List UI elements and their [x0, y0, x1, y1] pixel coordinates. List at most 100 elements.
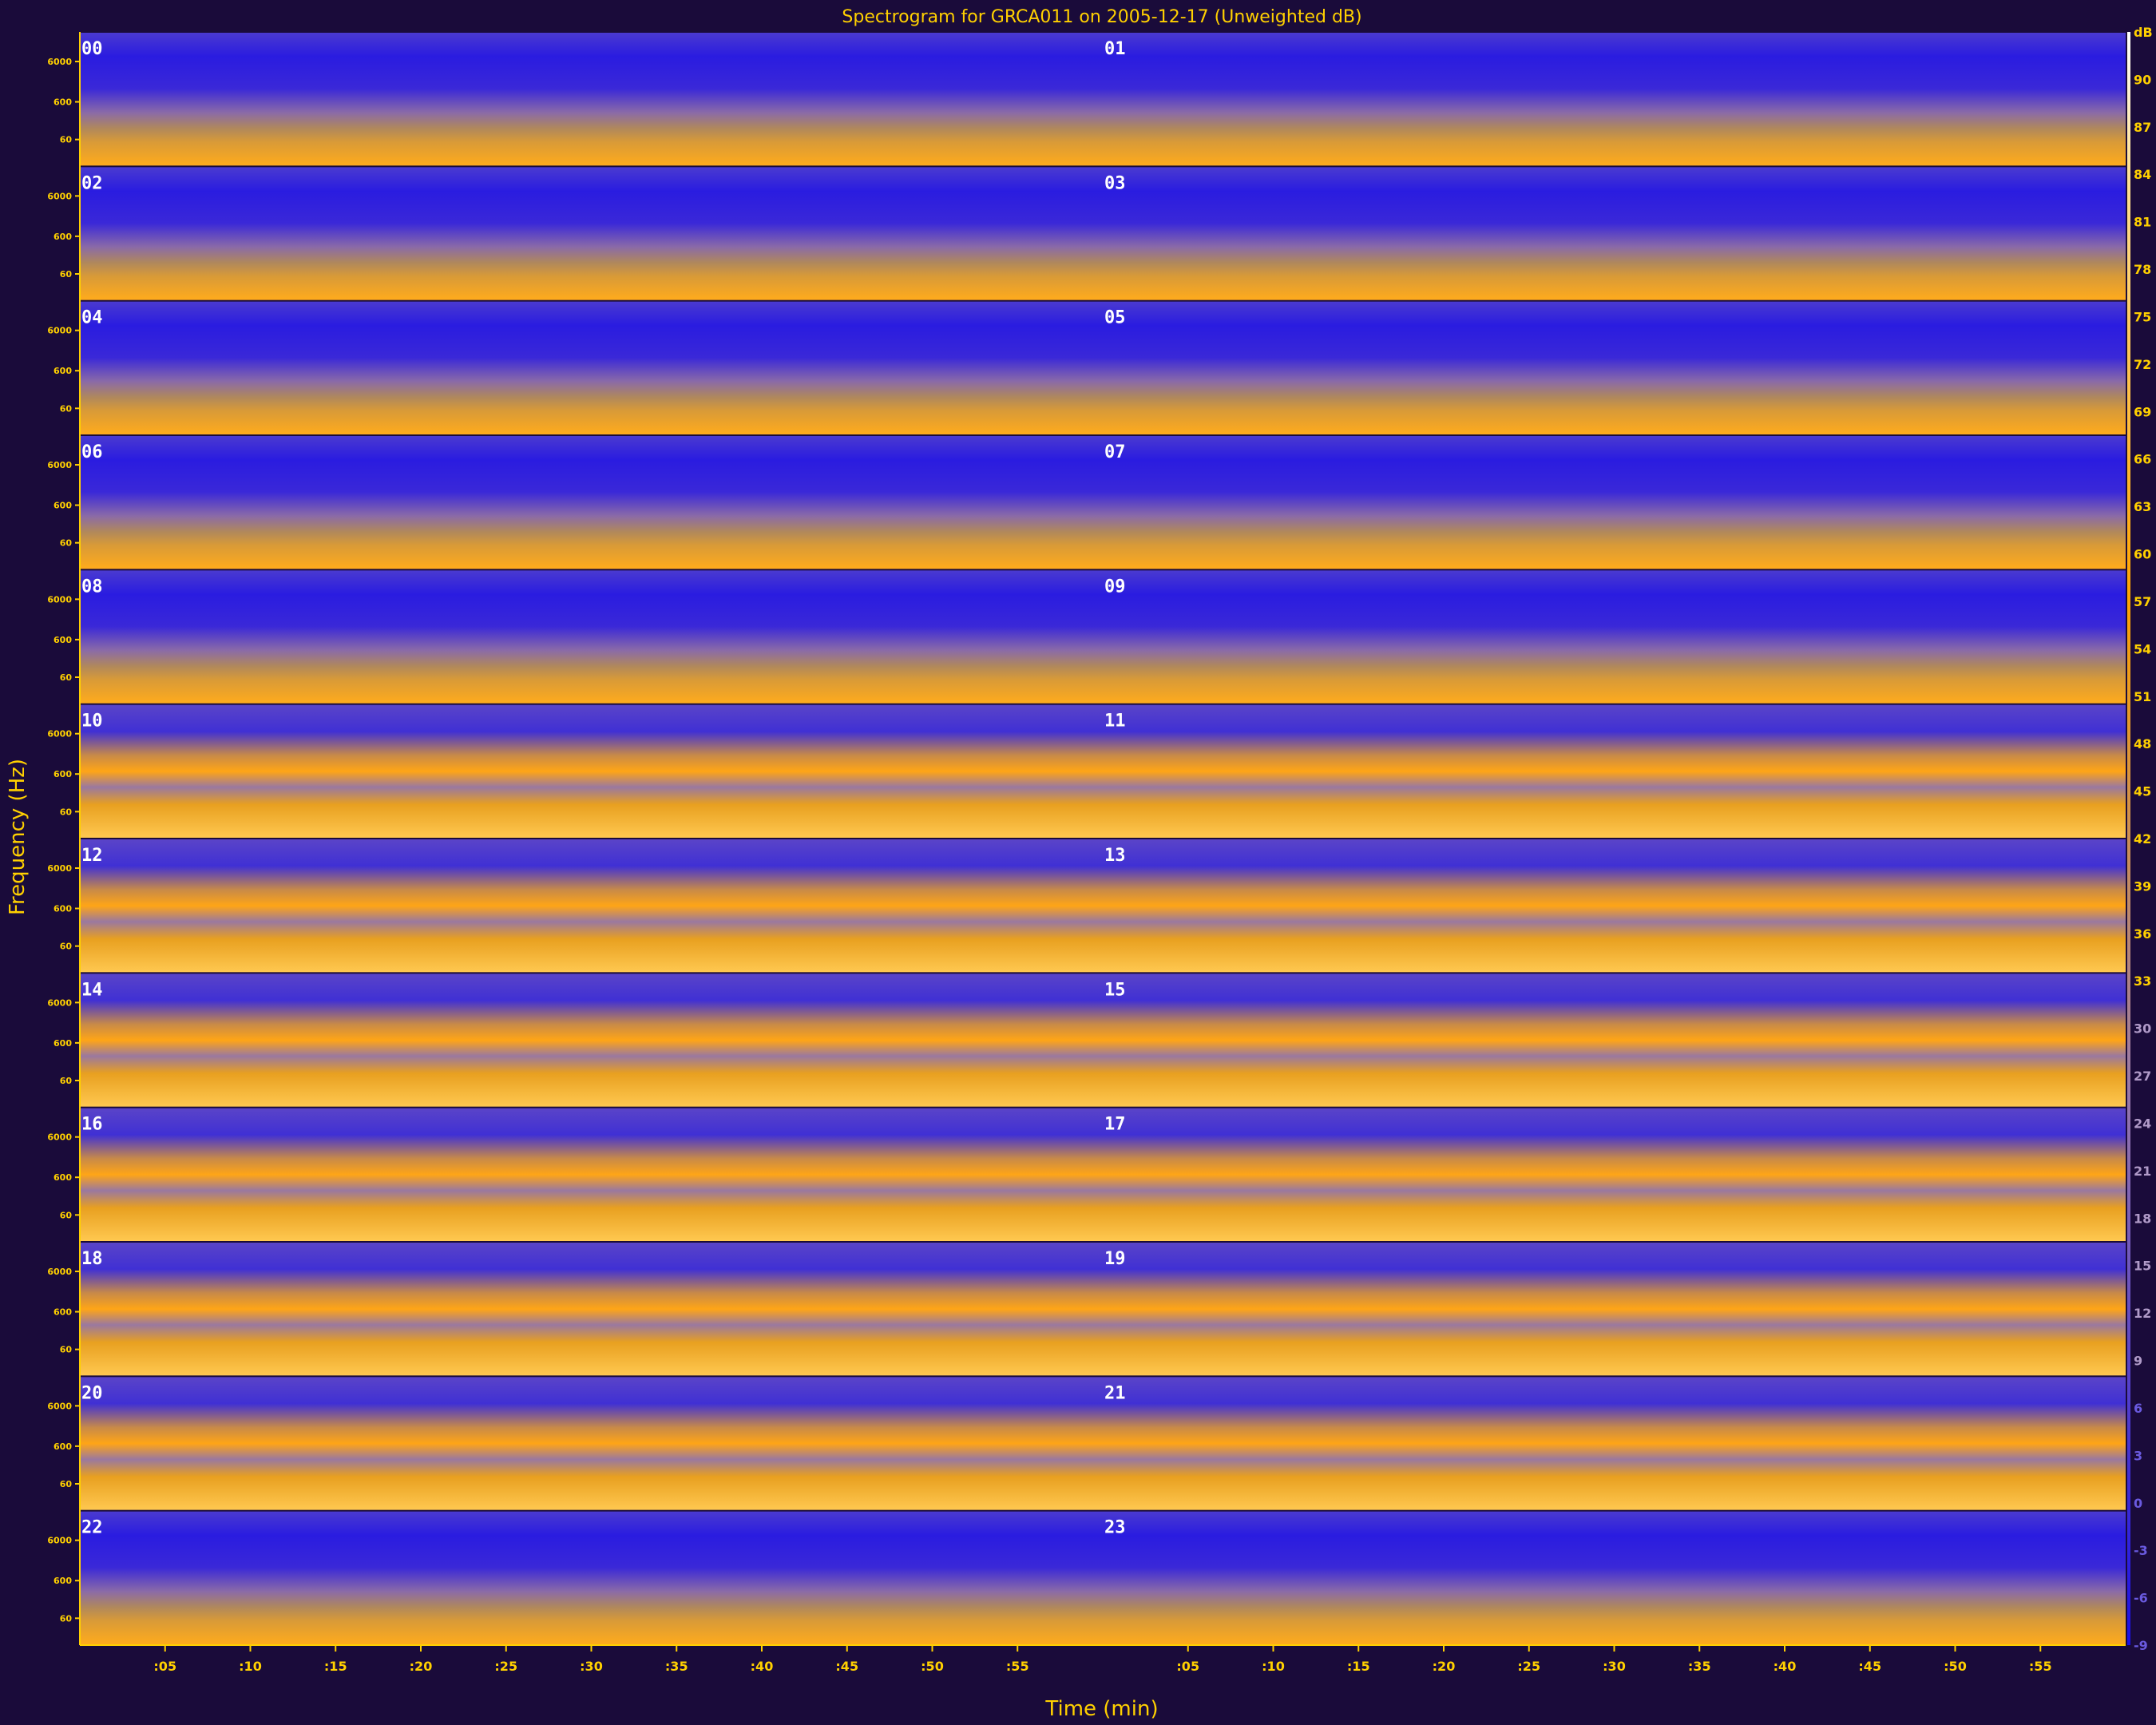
db-scale-label: 27 — [2134, 1069, 2151, 1084]
time-tick-label: :50 — [1944, 1659, 1967, 1674]
frequency-tick-label: 600 — [54, 1038, 72, 1049]
db-scale-label: -6 — [2134, 1591, 2148, 1606]
hour-label: 12 — [81, 846, 103, 866]
frequency-tick-label: 6000 — [47, 191, 72, 201]
hour-label: 13 — [1104, 846, 1126, 866]
hour-label: 09 — [1104, 577, 1126, 597]
frequency-tick-label: 6000 — [47, 1132, 72, 1143]
spectrogram-row — [80, 974, 2126, 1107]
frequency-tick-label: 60 — [60, 1076, 73, 1086]
frequency-tick-label: 600 — [54, 904, 72, 914]
frequency-tick-label: 60 — [60, 1345, 73, 1355]
db-scale-label: 42 — [2134, 831, 2151, 847]
db-scale-label: 51 — [2134, 689, 2151, 704]
db-scale-label: 66 — [2134, 452, 2151, 467]
hour-label: 18 — [81, 1249, 103, 1269]
frequency-tick-label: 600 — [54, 635, 72, 645]
spectrogram-row — [80, 301, 2126, 434]
db-scale-label: 90 — [2134, 72, 2151, 87]
frequency-tick-label: 600 — [54, 366, 72, 376]
frequency-tick-label: 6000 — [47, 1401, 72, 1411]
hour-label: 15 — [1104, 980, 1126, 1000]
db-scale-label: 81 — [2134, 215, 2151, 230]
time-tick-labels: :05:10:15:20:25:30:35:40:45:50:55:05:10:… — [153, 1645, 2052, 1674]
time-tick-label: :35 — [1688, 1659, 1711, 1674]
frequency-tick-label: 6000 — [47, 997, 72, 1008]
frequency-tick-label: 6000 — [47, 460, 72, 470]
db-scale-labels: dB90878481787572696663605754514845423936… — [2127, 25, 2153, 1653]
db-scale-label: 39 — [2134, 878, 2151, 894]
db-scale-label: 63 — [2134, 499, 2151, 514]
db-scale-label: -9 — [2134, 1638, 2148, 1653]
db-color-bar — [2127, 32, 2130, 1645]
spectrogram-row — [80, 33, 2126, 166]
db-scale-label: 87 — [2134, 120, 2151, 135]
spectrogram-row — [80, 704, 2126, 838]
y-axis-label: Frequency (Hz) — [6, 759, 30, 915]
db-scale-label: 57 — [2134, 594, 2151, 609]
hour-label: 01 — [1104, 39, 1126, 59]
db-scale-label: 84 — [2134, 167, 2151, 182]
frequency-tick-labels: 6000 600 60 6000 600 60 6000 600 60 6000 600 60 6000… — [47, 57, 80, 1624]
db-scale-label: 15 — [2134, 1259, 2151, 1274]
hour-label: 22 — [81, 1518, 103, 1538]
hour-label: 07 — [1104, 442, 1126, 462]
time-tick-label: :15 — [324, 1659, 347, 1674]
frequency-tick-label: 60 — [60, 403, 73, 414]
frequency-tick-label: 60 — [60, 1479, 73, 1489]
db-scale-label: dB — [2134, 25, 2153, 40]
frequency-tick-label: 600 — [54, 97, 72, 108]
hour-label: 02 — [81, 173, 103, 193]
time-tick-label: :55 — [1006, 1659, 1029, 1674]
x-axis-label: Time (min) — [1044, 1697, 1158, 1721]
hour-label: 06 — [81, 442, 103, 462]
time-tick-label: :05 — [153, 1659, 176, 1674]
time-tick-label: :45 — [835, 1659, 858, 1674]
frequency-tick-label: 600 — [54, 1576, 72, 1586]
db-scale-label: 33 — [2134, 974, 2151, 989]
frequency-tick-label: 60 — [60, 538, 73, 549]
hour-label: 19 — [1104, 1249, 1126, 1269]
spectrogram-row — [80, 1108, 2126, 1241]
db-scale-label: 18 — [2134, 1211, 2151, 1226]
db-scale-label: 45 — [2134, 784, 2151, 799]
time-tick-label: :45 — [1858, 1659, 1881, 1674]
frequency-tick-label: 6000 — [47, 57, 72, 67]
hour-label: 23 — [1104, 1518, 1126, 1538]
frequency-tick-label: 60 — [60, 807, 73, 817]
hour-label: 04 — [81, 308, 103, 328]
time-tick-label: :50 — [921, 1659, 944, 1674]
hour-label: 17 — [1104, 1115, 1126, 1135]
db-scale-label: 72 — [2134, 357, 2151, 372]
frequency-tick-label: 600 — [54, 1172, 72, 1183]
hour-label: 21 — [1104, 1383, 1126, 1403]
db-scale-label: 69 — [2134, 404, 2151, 419]
spectrogram-row — [80, 167, 2126, 300]
db-scale-label: 24 — [2134, 1116, 2151, 1131]
frequency-tick-label: 600 — [54, 769, 72, 779]
spectrogram-row — [80, 1377, 2126, 1510]
hour-label: 08 — [81, 577, 103, 597]
db-scale-label: 54 — [2134, 641, 2151, 656]
time-tick-label: :20 — [1433, 1659, 1456, 1674]
db-scale-label: 0 — [2134, 1496, 2142, 1511]
db-scale-label: 3 — [2134, 1448, 2142, 1463]
hour-label: 05 — [1104, 308, 1126, 328]
time-tick-label: :30 — [1603, 1659, 1626, 1674]
time-tick-label: :15 — [1347, 1659, 1370, 1674]
frequency-tick-label: 6000 — [47, 863, 72, 874]
hour-label: 10 — [81, 712, 103, 732]
spectrogram-row — [80, 839, 2126, 973]
time-tick-label: :05 — [1176, 1659, 1199, 1674]
time-tick-label: :40 — [1774, 1659, 1797, 1674]
frequency-tick-label: 6000 — [47, 326, 72, 336]
time-tick-label: :40 — [751, 1659, 774, 1674]
frequency-tick-label: 60 — [60, 269, 73, 280]
frequency-tick-label: 6000 — [47, 729, 72, 740]
db-scale-label: 6 — [2134, 1401, 2142, 1416]
time-tick-label: :35 — [665, 1659, 688, 1674]
chart-title: Spectrogram for GRCA011 on 2005-12-17 (U… — [842, 7, 1361, 27]
time-tick-label: :10 — [239, 1659, 262, 1674]
hour-label: 16 — [81, 1115, 103, 1135]
